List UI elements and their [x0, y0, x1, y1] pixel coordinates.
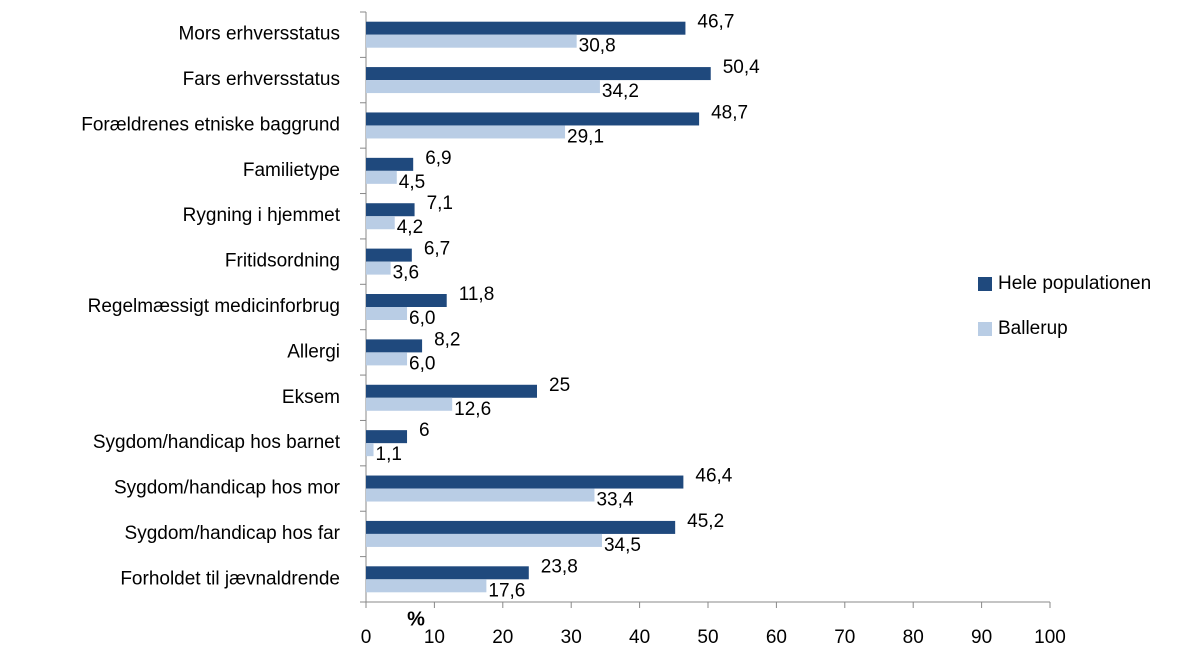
x-tick-label: 50: [697, 627, 718, 648]
bar: [366, 112, 700, 126]
bar: [366, 261, 391, 275]
data-label: 17,6: [488, 580, 525, 601]
category-label: Familietype: [243, 160, 340, 181]
bar: [366, 125, 566, 139]
x-tick-label: 10: [424, 627, 445, 648]
bar: [366, 339, 423, 353]
category-label: Sygdom/handicap hos mor: [114, 478, 341, 499]
bar: [366, 294, 447, 307]
bar: [366, 67, 711, 81]
data-label: 8,2: [434, 329, 460, 350]
data-label: 3,6: [393, 263, 419, 284]
data-label: 4,5: [399, 172, 425, 193]
x-tick-label: 60: [766, 627, 787, 648]
data-label: 34,2: [602, 81, 639, 102]
bar: [366, 157, 414, 171]
category-label: Mors erhversstatus: [178, 24, 340, 45]
bar: [366, 397, 453, 411]
bar: [366, 170, 397, 184]
data-label: 25: [549, 375, 570, 396]
data-label: 4,2: [397, 217, 423, 238]
bar: [366, 307, 408, 320]
x-tick-label: 20: [492, 627, 513, 648]
bar: [366, 579, 487, 593]
data-label: 46,4: [695, 466, 732, 487]
legend-label: Hele populationen: [998, 273, 1151, 294]
bar: [366, 475, 684, 489]
data-label: 34,5: [604, 535, 641, 556]
category-label: Rygning i hjemmet: [183, 205, 341, 226]
bar: [366, 443, 374, 457]
data-label: 1,1: [376, 444, 402, 465]
data-label: 48,7: [711, 102, 748, 123]
bar: [366, 216, 395, 230]
data-label: 45,2: [687, 511, 724, 532]
category-label: Forholdet til jævnaldrende: [120, 568, 340, 589]
data-label: 6: [419, 420, 430, 441]
bar: [366, 203, 415, 217]
x-tick-label: 90: [971, 627, 992, 648]
data-label: 12,6: [454, 399, 491, 420]
x-axis-label: %: [407, 608, 425, 630]
bar: [366, 80, 600, 94]
category-label: Sygdom/handicap hos barnet: [93, 432, 341, 453]
bar: [366, 488, 595, 502]
category-label: Regelmæssigt medicinforbrug: [88, 296, 340, 317]
bar: [366, 248, 412, 262]
x-tick-label: 40: [629, 627, 650, 648]
bar: [366, 34, 577, 48]
bar: [366, 566, 529, 580]
bar: [366, 384, 537, 398]
legend-swatch: [978, 322, 992, 336]
legend-label: Ballerup: [998, 318, 1068, 339]
legend-swatch: [978, 277, 992, 291]
category-label: Allergi: [287, 341, 340, 362]
data-label: 7,1: [427, 193, 453, 214]
category-label: Eksem: [282, 387, 340, 408]
category-label: Forældrenes etniske baggrund: [81, 114, 340, 135]
data-label: 30,8: [579, 36, 616, 57]
category-label: Sygdom/handicap hos far: [125, 523, 341, 544]
data-label: 6,9: [425, 148, 451, 169]
data-label: 6,0: [409, 353, 435, 374]
bar: [366, 533, 602, 547]
data-label: 6,7: [424, 239, 450, 260]
data-label: 50,4: [723, 57, 760, 78]
data-label: 11,8: [459, 284, 495, 305]
data-label: 29,1: [567, 126, 604, 147]
x-tick-label: 80: [903, 627, 924, 648]
data-label: 23,8: [541, 556, 578, 577]
data-label: 33,4: [596, 490, 633, 511]
data-label: 6,0: [409, 308, 435, 329]
x-tick-label: 100: [1034, 627, 1066, 648]
category-label: Fritidsordning: [225, 251, 340, 272]
x-tick-label: 30: [561, 627, 582, 648]
bar: [366, 430, 408, 444]
category-label: Fars erhversstatus: [183, 69, 340, 90]
bar: [366, 520, 676, 534]
x-tick-label: 0: [361, 627, 372, 648]
x-tick-label: 70: [834, 627, 855, 648]
data-label: 46,7: [697, 12, 734, 33]
bar: [366, 21, 686, 35]
bar: [366, 352, 408, 366]
